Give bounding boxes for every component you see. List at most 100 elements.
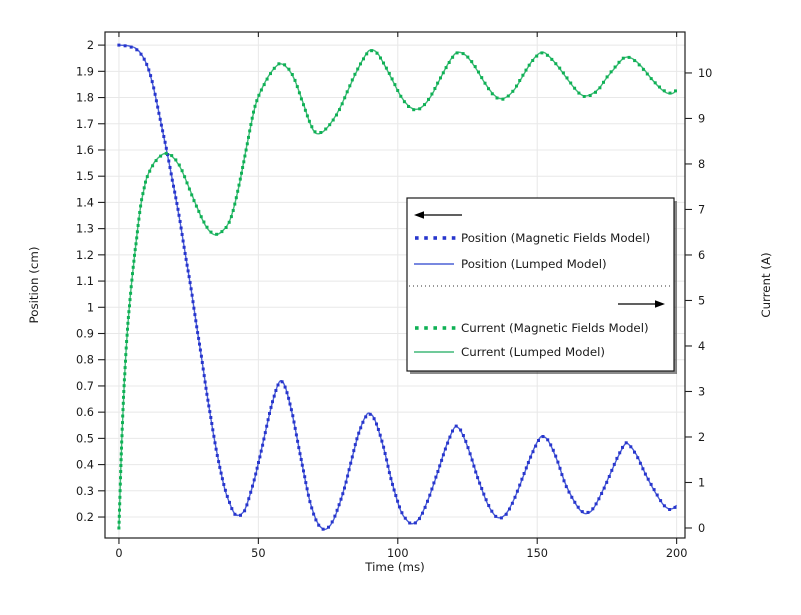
right-tick-label: 10 xyxy=(698,67,712,80)
data-dot xyxy=(193,313,197,317)
data-dot xyxy=(645,72,649,76)
data-dot xyxy=(149,74,153,78)
data-dot xyxy=(237,183,241,187)
data-dot xyxy=(257,93,261,97)
data-dot xyxy=(291,414,295,418)
data-dot xyxy=(287,67,291,71)
right-tick-label: 2 xyxy=(698,431,705,444)
data-dot xyxy=(205,392,209,396)
data-dot xyxy=(163,140,167,144)
x-tick-label: 150 xyxy=(526,547,548,560)
data-dot xyxy=(348,84,352,88)
left-tick-label: 1.3 xyxy=(76,223,94,236)
data-dot xyxy=(303,475,307,479)
data-dot xyxy=(662,504,666,508)
data-dot xyxy=(357,431,361,435)
data-dot xyxy=(569,81,573,85)
data-dot xyxy=(359,62,362,66)
data-dot xyxy=(487,87,490,91)
legend-dots-sample xyxy=(415,236,419,240)
data-dot xyxy=(506,94,510,98)
data-dot xyxy=(248,129,252,133)
data-dot xyxy=(353,443,357,447)
data-dot xyxy=(233,202,237,206)
data-dot xyxy=(340,102,344,106)
data-dot xyxy=(432,481,436,485)
x-tick-label: 50 xyxy=(251,547,265,560)
data-dot xyxy=(347,468,351,472)
data-dot xyxy=(541,435,545,438)
data-dot xyxy=(266,418,270,422)
right-tick-label: 0 xyxy=(698,522,705,535)
data-dot xyxy=(199,215,203,219)
data-dot xyxy=(330,520,334,524)
right-axis-title: Current (A) xyxy=(759,252,773,317)
data-dot xyxy=(302,469,305,473)
data-dot xyxy=(518,483,522,487)
data-dot xyxy=(262,437,266,441)
data-dot xyxy=(413,521,417,525)
data-dot xyxy=(293,426,297,430)
data-dot xyxy=(346,474,350,478)
data-dot xyxy=(125,333,129,337)
data-dot xyxy=(119,458,123,462)
data-dot xyxy=(356,67,360,71)
data-dot xyxy=(255,466,259,470)
data-dot xyxy=(185,181,189,185)
data-dot xyxy=(228,500,231,504)
data-dot xyxy=(290,73,294,76)
data-dot xyxy=(652,488,656,492)
data-dot xyxy=(407,105,410,108)
legend-dots-sample xyxy=(415,326,419,330)
plot-frame xyxy=(104,31,686,539)
data-dot xyxy=(627,55,631,59)
data-dot xyxy=(139,52,143,56)
tick-labels: 0.2 0.3 0.4 0.5 0.6 0.7 0.8 0.9 1 1.1 1.2 1.3 1.4 1.5… xyxy=(76,39,712,560)
data-dot xyxy=(220,477,224,481)
data-dot xyxy=(549,443,553,447)
data-dot xyxy=(551,448,555,452)
data-dot xyxy=(368,412,372,416)
data-dot xyxy=(477,70,480,74)
data-dot xyxy=(144,180,147,184)
data-dot xyxy=(490,92,494,96)
data-dot xyxy=(637,63,641,67)
data-dot xyxy=(141,192,145,196)
left-tick-label: 1.6 xyxy=(76,144,94,157)
x-tick-label: 200 xyxy=(666,547,688,560)
left-tick-label: 0.3 xyxy=(76,485,94,498)
data-dot xyxy=(137,217,141,221)
data-dot xyxy=(229,215,233,219)
left-tick-label: 1.2 xyxy=(76,249,94,262)
data-dot xyxy=(128,298,132,302)
data-dot xyxy=(426,499,429,503)
data-dot xyxy=(310,506,314,510)
left-axis-title: Position (cm) xyxy=(27,247,41,324)
data-dot xyxy=(494,514,498,518)
data-dot xyxy=(191,300,195,304)
data-dot xyxy=(499,516,503,520)
data-dot xyxy=(277,62,281,66)
data-dot xyxy=(132,259,136,263)
data-dot xyxy=(490,509,494,513)
left-tick-label: 0.5 xyxy=(76,432,94,445)
data-dot xyxy=(292,420,296,424)
data-dot xyxy=(218,465,222,469)
data-dot xyxy=(577,91,581,95)
data-dot xyxy=(241,166,245,169)
left-tick-label: 1.7 xyxy=(76,118,94,131)
data-dot xyxy=(195,325,199,329)
data-dot xyxy=(152,86,156,90)
data-dot xyxy=(307,119,311,123)
data-dot xyxy=(121,401,125,405)
data-dot xyxy=(668,508,672,511)
data-dot xyxy=(313,130,317,134)
left-tick-label: 1 xyxy=(87,301,94,314)
data-dot xyxy=(482,492,486,496)
data-dot xyxy=(396,499,400,503)
data-dot xyxy=(633,450,636,454)
data-dot xyxy=(136,224,140,227)
data-dot xyxy=(145,175,149,179)
left-tick-label: 2 xyxy=(87,39,94,52)
data-dot xyxy=(389,477,393,481)
